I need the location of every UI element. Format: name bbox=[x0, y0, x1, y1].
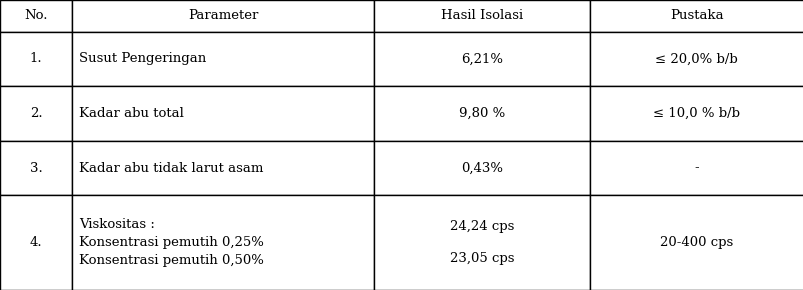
Bar bbox=[71, 141, 373, 195]
Bar bbox=[0, 86, 71, 141]
Bar bbox=[373, 86, 589, 141]
Bar bbox=[71, 195, 373, 290]
Text: -: - bbox=[694, 162, 699, 175]
Text: Kadar abu total: Kadar abu total bbox=[79, 107, 184, 120]
Bar bbox=[589, 195, 803, 290]
Text: Pustaka: Pustaka bbox=[669, 9, 723, 22]
Text: 1.: 1. bbox=[30, 52, 43, 65]
Text: 0,43%: 0,43% bbox=[460, 162, 503, 175]
Text: Kadar abu tidak larut asam: Kadar abu tidak larut asam bbox=[79, 162, 263, 175]
Text: 4.: 4. bbox=[30, 236, 43, 249]
Text: 20-400 cps: 20-400 cps bbox=[659, 236, 732, 249]
Bar bbox=[0, 141, 71, 195]
Text: Viskositas :
Konsentrasi pemutih 0,25%
Konsentrasi pemutih 0,50%: Viskositas : Konsentrasi pemutih 0,25% K… bbox=[79, 218, 263, 267]
Bar bbox=[71, 86, 373, 141]
Bar bbox=[71, 32, 373, 86]
Bar bbox=[373, 195, 589, 290]
Bar bbox=[589, 32, 803, 86]
Bar bbox=[589, 141, 803, 195]
Text: No.: No. bbox=[24, 9, 47, 22]
Bar bbox=[589, 0, 803, 32]
Text: Hasil Isolasi: Hasil Isolasi bbox=[440, 9, 522, 22]
Text: 6,21%: 6,21% bbox=[460, 52, 503, 65]
Text: 23,05 cps: 23,05 cps bbox=[449, 252, 514, 265]
Text: ≤ 10,0 % b/b: ≤ 10,0 % b/b bbox=[653, 107, 740, 120]
Bar bbox=[0, 195, 71, 290]
Text: 24,24 cps: 24,24 cps bbox=[449, 220, 513, 233]
Text: 3.: 3. bbox=[30, 162, 43, 175]
Text: 9,80 %: 9,80 % bbox=[459, 107, 504, 120]
Text: ≤ 20,0% b/b: ≤ 20,0% b/b bbox=[654, 52, 737, 65]
Bar bbox=[373, 141, 589, 195]
Text: Susut Pengeringan: Susut Pengeringan bbox=[79, 52, 206, 65]
Text: 2.: 2. bbox=[30, 107, 43, 120]
Bar bbox=[0, 0, 71, 32]
Bar bbox=[373, 32, 589, 86]
Bar bbox=[373, 0, 589, 32]
Bar bbox=[71, 0, 373, 32]
Bar bbox=[589, 86, 803, 141]
Bar bbox=[0, 32, 71, 86]
Text: Parameter: Parameter bbox=[188, 9, 258, 22]
